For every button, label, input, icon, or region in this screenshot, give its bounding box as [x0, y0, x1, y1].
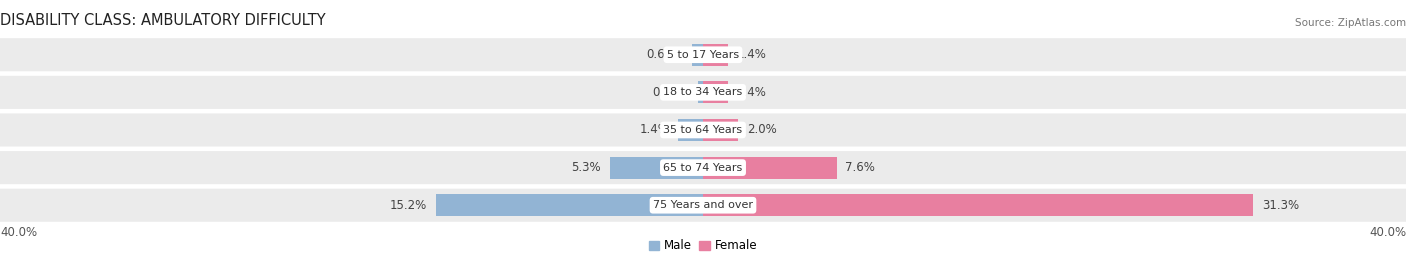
- FancyBboxPatch shape: [0, 76, 1406, 109]
- Text: 1.4%: 1.4%: [737, 86, 766, 99]
- Text: 15.2%: 15.2%: [389, 199, 427, 212]
- Text: 2.0%: 2.0%: [747, 124, 776, 136]
- Bar: [703, 119, 738, 141]
- Bar: [703, 44, 728, 66]
- Text: 0.28%: 0.28%: [652, 86, 689, 99]
- FancyBboxPatch shape: [0, 151, 1406, 184]
- Bar: [703, 157, 837, 178]
- Text: 31.3%: 31.3%: [1263, 199, 1299, 212]
- Text: 5 to 17 Years: 5 to 17 Years: [666, 50, 740, 60]
- FancyBboxPatch shape: [0, 38, 1406, 71]
- Text: 1.4%: 1.4%: [737, 48, 766, 61]
- Text: 0.63%: 0.63%: [645, 48, 683, 61]
- Bar: [697, 81, 703, 103]
- Bar: [436, 194, 703, 216]
- Bar: [692, 44, 703, 66]
- Text: 5.3%: 5.3%: [571, 161, 602, 174]
- FancyBboxPatch shape: [0, 189, 1406, 222]
- Bar: [610, 157, 703, 178]
- Bar: [703, 194, 1253, 216]
- Text: 1.4%: 1.4%: [640, 124, 669, 136]
- Text: DISABILITY CLASS: AMBULATORY DIFFICULTY: DISABILITY CLASS: AMBULATORY DIFFICULTY: [0, 13, 326, 28]
- Text: 40.0%: 40.0%: [1369, 226, 1406, 239]
- Text: 75 Years and over: 75 Years and over: [652, 200, 754, 210]
- Text: Source: ZipAtlas.com: Source: ZipAtlas.com: [1295, 18, 1406, 28]
- Bar: [703, 81, 728, 103]
- Text: 40.0%: 40.0%: [0, 226, 37, 239]
- Text: 65 to 74 Years: 65 to 74 Years: [664, 163, 742, 173]
- FancyBboxPatch shape: [0, 113, 1406, 147]
- Text: 7.6%: 7.6%: [845, 161, 875, 174]
- Text: 35 to 64 Years: 35 to 64 Years: [664, 125, 742, 135]
- Legend: Male, Female: Male, Female: [644, 235, 762, 257]
- Text: 18 to 34 Years: 18 to 34 Years: [664, 87, 742, 97]
- Bar: [678, 119, 703, 141]
